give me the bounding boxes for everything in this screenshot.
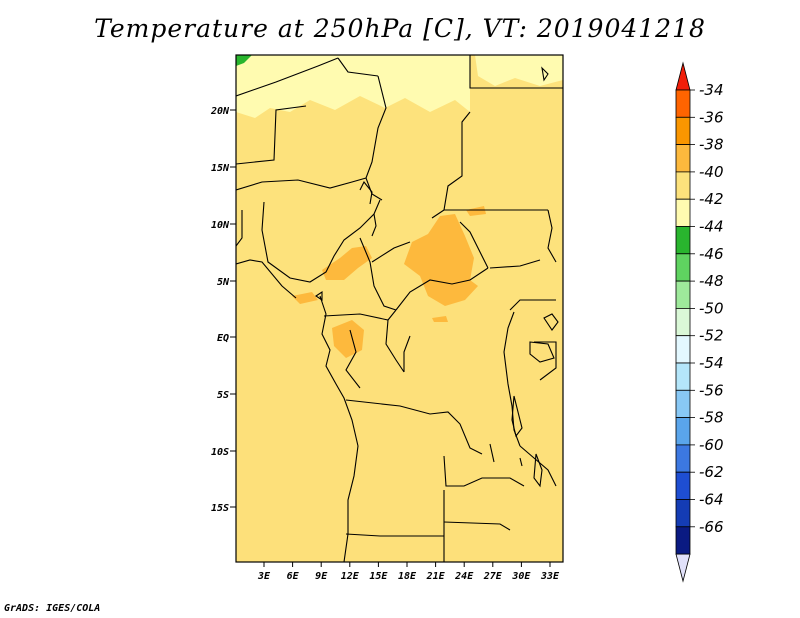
lon-tick-label: 9E xyxy=(315,571,328,582)
lat-tick-label: 10S xyxy=(211,447,229,458)
colorbar-label: -54 xyxy=(699,354,724,372)
colorbar-label: -58 xyxy=(699,409,724,427)
grads-credit: GrADS: IGES/COLA xyxy=(4,603,101,614)
lat-tick-label: 15S xyxy=(211,503,229,514)
colorbar-label: -56 xyxy=(699,381,724,399)
colorbar-label: -64 xyxy=(699,491,724,509)
lon-tick-label: 6E xyxy=(287,571,300,582)
lon-tick-label: 3E xyxy=(257,571,271,582)
colorbar-swatch xyxy=(675,471,691,500)
colorbar-swatch xyxy=(675,226,691,255)
colorbar-swatch xyxy=(675,307,691,337)
longitude-axis: 3E 6E 9E 12E 15E 18E 21E 24E 27E 30E 33E xyxy=(257,562,560,582)
lon-tick-label: 24E xyxy=(454,571,474,582)
colorbar-label: -40 xyxy=(699,163,724,181)
lon-tick-label: 15E xyxy=(369,571,388,582)
colorbar-top-arrow xyxy=(675,61,691,91)
temperature-field-warm-east xyxy=(466,206,486,216)
colorbar-label: -66 xyxy=(699,518,724,536)
colorbar-swatch xyxy=(675,280,691,309)
lat-tick-label: 10N xyxy=(211,220,230,231)
lat-tick-label: 20N xyxy=(210,106,230,117)
temperature-field-pale-northeast xyxy=(475,55,563,86)
lon-tick-label: 18E xyxy=(398,571,417,582)
temperature-field-warm-coast xyxy=(292,292,318,304)
colorbar-bottom-arrow xyxy=(675,553,691,583)
colorbar-label: -44 xyxy=(699,218,724,236)
country-borders xyxy=(236,55,563,562)
temperature-field-warm-central xyxy=(404,214,478,306)
colorbar-swatch xyxy=(675,526,691,555)
temperature-field-green-cell xyxy=(236,55,252,66)
latitude-axis: 20N 15N 10N 5N EQ 5S 10S 15S xyxy=(210,106,236,514)
colorbar-swatch xyxy=(675,335,691,364)
lat-tick-label: 5N xyxy=(217,277,230,288)
chart-title: Temperature at 250hPa [C], VT: 201904121… xyxy=(94,14,706,43)
map-frame xyxy=(235,54,564,563)
colorbar: -34 -36 -38 -40 -42 -44 -46 -48 -50 -52 -54 -56 -58 -… xyxy=(675,61,724,583)
temperature-field-warm-gabon xyxy=(332,320,364,358)
lat-tick-label: 15N xyxy=(211,163,230,174)
colorbar-swatch xyxy=(675,253,691,282)
lat-tick-label: EQ xyxy=(217,333,229,344)
lon-tick-label: 33E xyxy=(540,571,560,582)
colorbar-swatch xyxy=(675,171,691,200)
colorbar-label: -34 xyxy=(699,81,724,99)
map-panel: 20N 15N 10N 5N EQ 5S 10S 15S 3E 6E 9E 12E 15E 18E 21E… xyxy=(210,54,564,582)
colorbar-swatch xyxy=(675,362,691,391)
colorbar-swatch xyxy=(675,116,691,146)
colorbar-swatch xyxy=(675,89,691,118)
temperature-field-warm-small xyxy=(432,316,448,322)
lon-tick-label: 21E xyxy=(426,571,446,582)
colorbar-label: -48 xyxy=(699,272,724,290)
colorbar-swatch xyxy=(675,417,691,446)
colorbar-swatch xyxy=(675,389,691,418)
lon-tick-label: 27E xyxy=(483,571,503,582)
colorbar-label: -46 xyxy=(699,245,724,263)
lon-tick-label: 30E xyxy=(511,571,531,582)
lat-tick-label: 5S xyxy=(217,390,229,401)
colorbar-swatch xyxy=(675,499,691,528)
colorbar-swatch xyxy=(675,198,691,227)
temperature-field-pale-north xyxy=(236,55,470,118)
colorbar-label: -50 xyxy=(699,299,724,317)
colorbar-swatch xyxy=(675,444,691,473)
colorbar-swatch xyxy=(675,144,691,173)
temperature-field-warm-west xyxy=(322,246,372,280)
colorbar-label: -42 xyxy=(699,190,724,208)
colorbar-label: -52 xyxy=(699,327,724,345)
colorbar-label: -62 xyxy=(699,463,724,481)
lon-tick-label: 12E xyxy=(341,571,360,582)
colorbar-label: -60 xyxy=(699,436,724,454)
temperature-field-south xyxy=(236,300,563,562)
colorbar-label: -38 xyxy=(699,136,724,154)
colorbar-label: -36 xyxy=(699,108,724,126)
